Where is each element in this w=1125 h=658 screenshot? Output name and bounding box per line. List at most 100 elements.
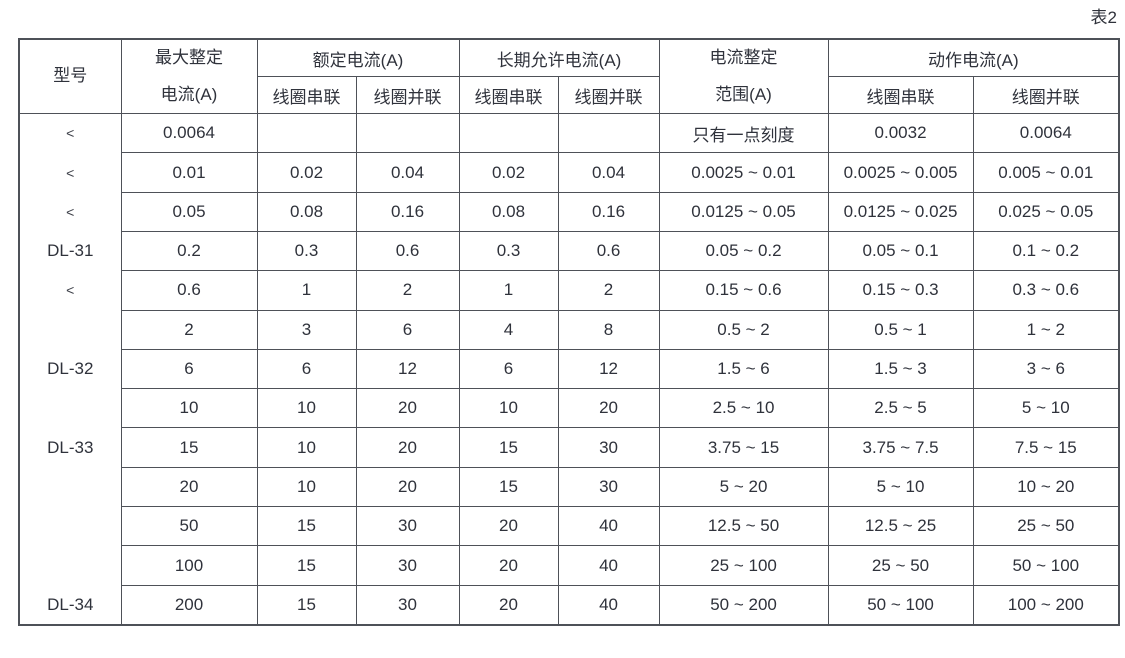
value-cell: 30 <box>355 545 460 586</box>
value-cell: 2 <box>557 270 660 311</box>
value-cell: 0.3 <box>458 230 559 272</box>
value-cell: 0.0025 ~ 0.01 <box>658 152 829 193</box>
value-cell: 50 ~ 100 <box>972 545 1120 586</box>
value-cell: 100 <box>120 545 258 586</box>
value-cell: 20 <box>120 466 258 508</box>
value-cell: 30 <box>355 584 460 626</box>
table-row: <0.0064 只有一点刻度 0.0032 0.0064 <box>18 113 1120 154</box>
value-cell: 50 ~ 200 <box>658 584 829 626</box>
header-long-term-current: 长期允许电流(A) <box>458 38 660 78</box>
value-cell: 200 <box>120 584 258 626</box>
value-cell: 5 ~ 10 <box>827 466 974 508</box>
value-cell: 10 ~ 20 <box>972 466 1120 508</box>
value-cell <box>256 113 357 154</box>
table-caption: 表2 <box>1090 8 1117 27</box>
value-cell: 2 <box>355 270 460 311</box>
header-model: 型号 <box>18 38 122 115</box>
value-cell: 40 <box>557 584 660 626</box>
value-cell: 0.025 ~ 0.05 <box>972 191 1120 232</box>
subheader-longterm-coil-series: 线圈串联 <box>458 76 559 115</box>
value-cell: 40 <box>557 545 660 586</box>
table-row: DL-34 200 15 30 20 40 50 ~ 200 50 ~ 100 100 ~ 20… <box>18 584 1120 626</box>
model-cell <box>18 506 122 546</box>
value-cell: 20 <box>355 466 460 508</box>
value-cell: 2.5 ~ 10 <box>658 388 829 429</box>
value-cell: 2 <box>120 309 258 350</box>
value-cell: 6 <box>355 309 460 350</box>
value-cell: 15 <box>120 427 258 468</box>
value-cell: 0.0025 ~ 0.005 <box>827 152 974 193</box>
value-cell: 7.5 ~ 15 <box>972 427 1120 468</box>
value-cell: 6 <box>458 348 559 390</box>
value-cell: 15 <box>256 584 357 626</box>
value-cell: 0.04 <box>557 152 660 193</box>
value-cell: 0.05 <box>120 191 258 232</box>
value-cell: 6 <box>256 348 357 390</box>
value-cell: 30 <box>557 427 660 468</box>
value-cell: 20 <box>458 545 559 586</box>
value-cell: 0.01 <box>120 152 258 193</box>
table-row: 20 10 20 15 30 5 ~ 20 5 ~ 10 10 ~ 20 <box>18 466 1120 508</box>
value-cell: 40 <box>557 506 660 547</box>
value-cell: 5 ~ 20 <box>658 466 829 508</box>
value-cell: 15 <box>256 506 357 547</box>
value-cell: 1.5 ~ 6 <box>658 348 829 390</box>
value-cell: 0.08 <box>256 191 357 232</box>
value-cell: 0.02 <box>256 152 357 193</box>
value-cell: 12 <box>355 348 460 390</box>
value-cell: 0.16 <box>557 191 660 232</box>
value-cell: 0.0064 <box>972 113 1120 154</box>
value-cell: 4 <box>458 309 559 350</box>
value-cell: 3.75 ~ 7.5 <box>827 427 974 468</box>
value-cell: 0.16 <box>355 191 460 232</box>
model-cell: DL-34 <box>18 585 122 625</box>
value-cell <box>557 113 660 154</box>
model-cell: DL-33 <box>18 427 122 468</box>
value-cell: 10 <box>256 427 357 468</box>
table-row: 50 15 30 20 40 12.5 ~ 50 12.5 ~ 25 25 ~ 50 <box>18 506 1120 547</box>
value-cell: 2.5 ~ 5 <box>827 388 974 429</box>
value-cell: 0.6 <box>120 270 258 311</box>
value-cell: 20 <box>458 506 559 547</box>
value-cell: 12.5 ~ 50 <box>658 506 829 547</box>
value-cell <box>355 113 460 154</box>
table-row: DL-33 15 10 20 15 30 3.75 ~ 15 3.75 ~ 7.5 7.5 ~ … <box>18 427 1120 468</box>
spec-table-body: <0.0064 只有一点刻度 0.0032 0.0064 <0.01 0.02 0.04 0.… <box>18 113 1120 626</box>
value-cell: 0.3 <box>256 230 357 272</box>
value-cell: 0.0125 ~ 0.05 <box>658 191 829 232</box>
value-cell: 12 <box>557 348 660 390</box>
header-row-top: 型号 最大整定 电流(A) 额定电流(A) 长期允许电流(A) 电流整定 范围(… <box>18 38 1120 115</box>
table-row: <0.6 1 2 1 2 0.15 ~ 0.6 0.15 ~ 0.3 0.3 ~ 0.6 <box>18 270 1120 311</box>
value-cell: 3 <box>256 309 357 350</box>
value-cell: 1.5 ~ 3 <box>827 348 974 390</box>
value-cell: 100 ~ 200 <box>972 584 1120 626</box>
value-cell: 0.04 <box>355 152 460 193</box>
value-cell: 3 ~ 6 <box>972 348 1120 390</box>
value-cell: 10 <box>458 388 559 429</box>
relay-spec-table: 型号 最大整定 电流(A) 额定电流(A) 长期允许电流(A) 电流整定 范围(… <box>18 38 1121 626</box>
value-cell: 50 <box>120 506 258 547</box>
value-cell: 10 <box>256 388 357 429</box>
value-cell: 20 <box>458 584 559 626</box>
value-cell: 0.6 <box>557 230 660 272</box>
model-cell: < <box>18 270 122 311</box>
value-cell: 0.6 <box>355 230 460 272</box>
value-cell: 0.0125 ~ 0.025 <box>827 191 974 232</box>
value-cell: 25 ~ 50 <box>972 506 1120 547</box>
table-row: DL-31 0.2 0.3 0.6 0.3 0.6 0.05 ~ 0.2 0.05 ~ 0.1… <box>18 230 1120 272</box>
value-cell: 只有一点刻度 <box>658 113 829 154</box>
subheader-operating-coil-parallel: 线圈并联 <box>972 76 1120 115</box>
value-cell: 10 <box>256 466 357 508</box>
value-cell: 8 <box>557 309 660 350</box>
value-cell: 1 ~ 2 <box>972 309 1120 350</box>
value-cell: 20 <box>557 388 660 429</box>
value-cell: 20 <box>355 427 460 468</box>
value-cell: 6 <box>120 348 258 390</box>
value-cell: 15 <box>256 545 357 586</box>
value-cell: 50 ~ 100 <box>827 584 974 626</box>
model-cell: DL-32 <box>18 349 122 389</box>
header-row-sub: 线圈串联 线圈并联 线圈串联 线圈并联 线圈串联 线圈并联 <box>19 76 1120 115</box>
value-cell: 20 <box>355 388 460 429</box>
